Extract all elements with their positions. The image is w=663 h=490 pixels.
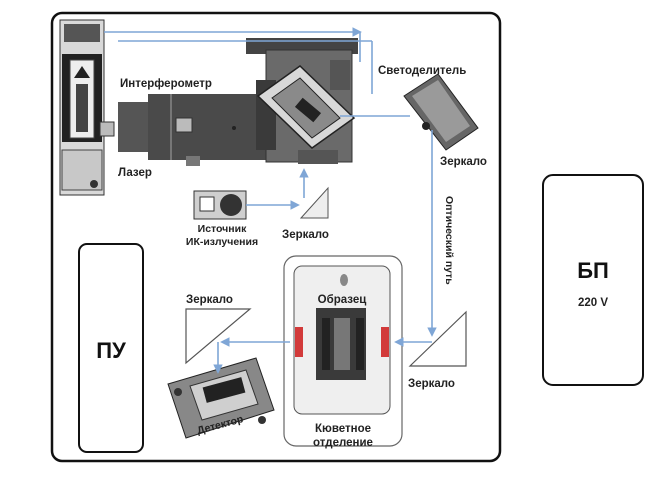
interferometer-label: Интерферометр: [120, 78, 212, 90]
power-unit-box: [542, 174, 644, 386]
mirror-center-shape: [299, 186, 329, 219]
mirror-left-label: Зеркало: [186, 294, 233, 306]
ir-source-label-line1: Источник: [198, 223, 247, 235]
cuvette-label-line1: Кюветное: [315, 423, 371, 435]
mirror-center-label: Зеркало: [282, 229, 329, 241]
voltage-label: 220 V: [578, 297, 608, 309]
ir-source-label-line2: ИК-излучения: [186, 236, 258, 248]
ir-source-shape: [193, 190, 247, 220]
laser-unit: [59, 19, 115, 196]
sample-label: Образец: [318, 294, 367, 306]
cuvette-compartment: [283, 255, 403, 447]
control-unit-label: ПУ: [96, 338, 126, 363]
mirror-bottom-label: Зеркало: [408, 378, 455, 390]
beam-paths: [104, 27, 437, 374]
interferometer-body: [118, 94, 268, 166]
control-unit-box: [78, 243, 144, 453]
mirror-bottom-shape: [408, 310, 467, 367]
laser-label: Лазер: [118, 167, 152, 179]
mirror-left-shape: [185, 308, 252, 365]
beamsplitter-label: Светоделитель: [378, 65, 466, 77]
beamsplitter-assembly: [246, 38, 358, 164]
power-unit-label: БП: [577, 258, 609, 283]
cuvette-label-line2: отделение: [313, 437, 373, 449]
mirror-right-label: Зеркало: [440, 156, 487, 168]
optical-path-label: Оптический путь: [443, 196, 455, 285]
detector-shape: [167, 357, 275, 439]
